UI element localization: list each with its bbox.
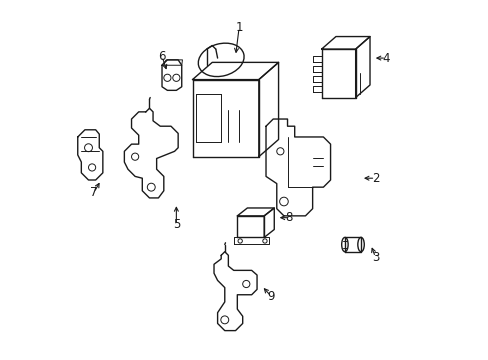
Text: 5: 5 [172, 218, 180, 231]
Text: 8: 8 [285, 211, 292, 224]
Text: 4: 4 [382, 51, 389, 64]
Text: 3: 3 [371, 251, 378, 264]
Text: 9: 9 [267, 290, 275, 303]
Text: 7: 7 [90, 186, 98, 199]
Text: 6: 6 [158, 50, 165, 63]
Text: 2: 2 [371, 172, 378, 185]
Text: 1: 1 [235, 21, 243, 34]
